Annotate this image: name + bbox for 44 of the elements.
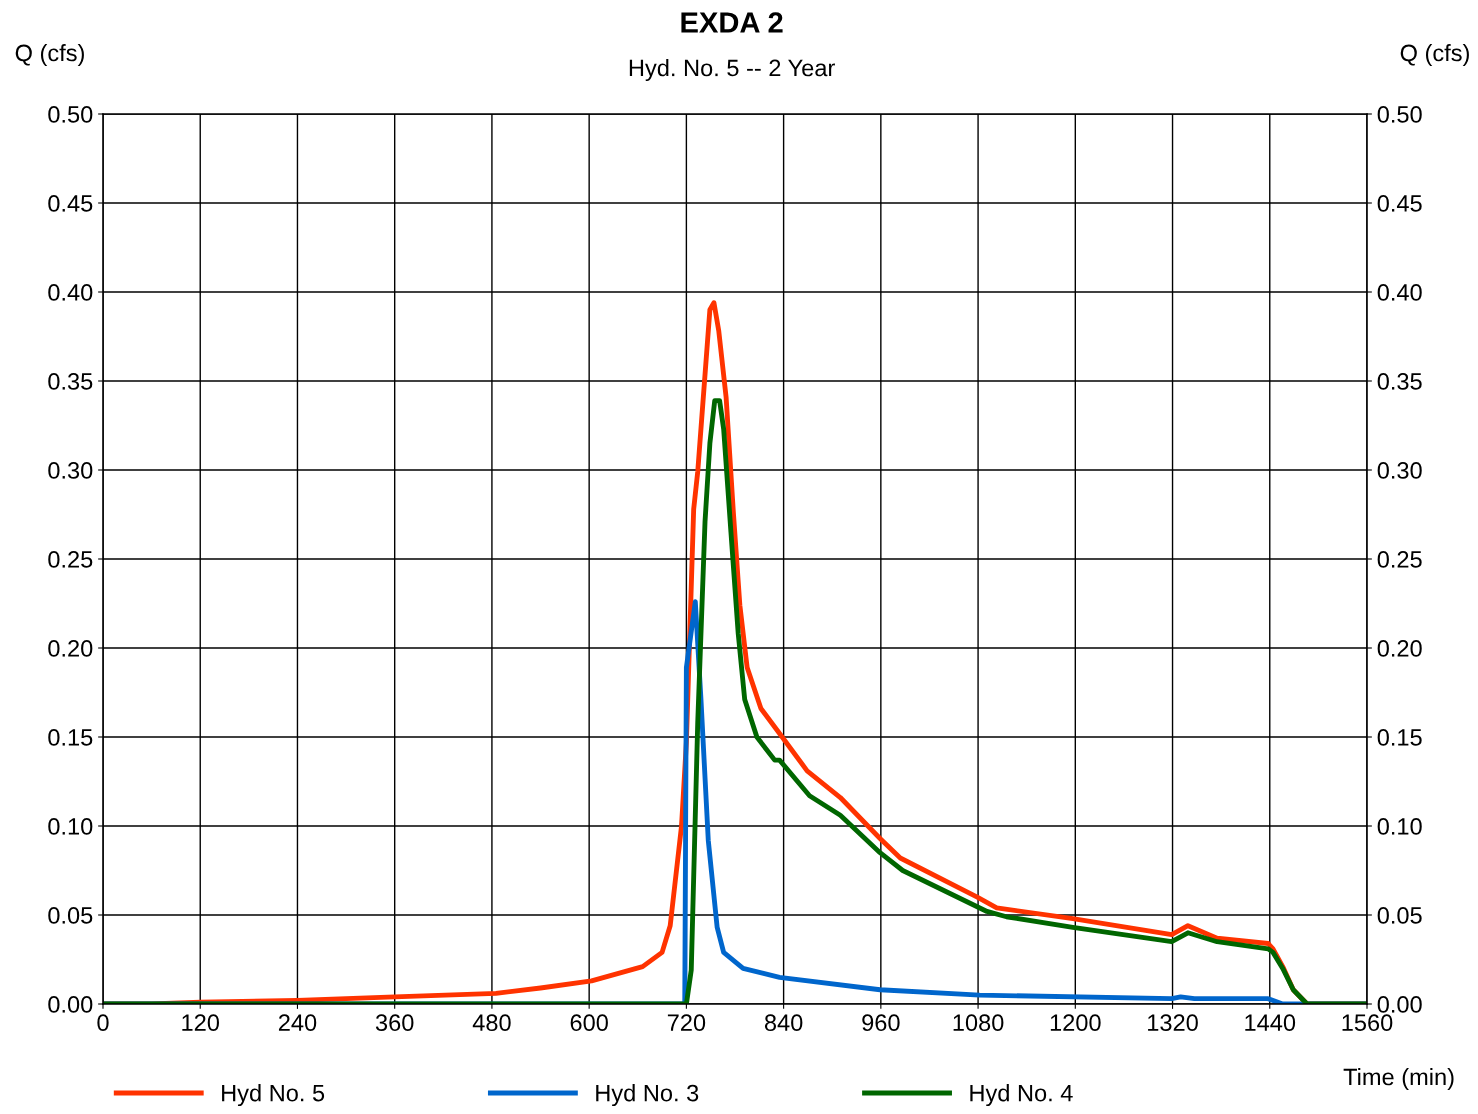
y2-tick-label: 0.30 [1377,462,1422,479]
y-tick-label: 0.40 [48,284,93,301]
y2-tick-label: 0.50 [1377,106,1422,123]
y-tick-label: 0.25 [48,551,93,568]
legend-label: Hyd No. 5 [222,1084,325,1107]
x-tick-label: 120 [182,1014,220,1032]
y2-tick-label: 0.05 [1377,907,1422,924]
y-tick-label: 0.45 [48,195,93,212]
y2-tick-label: 0.40 [1377,284,1422,301]
x-tick-label: 480 [472,1014,511,1032]
x-tick-label: 1560 [1342,1014,1393,1032]
y-tick-label: 0.20 [48,640,93,657]
legend-label: Hyd No. 4 [970,1084,1073,1107]
y2-tick-label: 0.10 [1377,818,1422,835]
y-tick-label: 0.35 [48,373,93,390]
y2-tick-label: 0.45 [1377,195,1422,212]
chart-title: EXDA 2 [681,12,783,33]
y2-tick-label: 0.20 [1377,640,1422,657]
chart-subtitle: Hyd. No. 5 -- 2 Year [629,59,835,81]
y-tick-label: 0.15 [48,729,93,746]
x-tick-label: 600 [570,1014,608,1032]
y2-tick-label: 0.25 [1377,551,1422,568]
y-tick-label: 0.50 [48,106,93,123]
x-tick-label: 1200 [1050,1014,1101,1032]
x-tick-label: 1320 [1148,1014,1198,1032]
x-tick-label: 960 [862,1014,900,1032]
y2-tick-label: 0.15 [1377,729,1422,746]
y2-tick-label: 0.00 [1377,996,1422,1013]
x-tick-label: 1080 [953,1014,1004,1032]
x-tick-label: 240 [278,1014,317,1032]
y2-axis-title: Q (cfs) [1400,44,1469,66]
x-tick-label: 720 [667,1014,706,1032]
y2-tick-label: 0.35 [1377,373,1422,390]
y-tick-label: 0.00 [48,996,93,1013]
y-tick-label: 0.05 [48,907,93,924]
y-tick-label: 0.10 [48,818,93,835]
y-tick-label: 0.30 [48,462,93,479]
x-tick-label: 1440 [1245,1014,1296,1032]
x-axis-title: Time (min) [1343,1067,1454,1090]
x-tick-label: 840 [764,1014,803,1032]
legend-label: Hyd No. 3 [596,1084,699,1107]
y-axis-title: Q (cfs) [15,44,84,66]
x-tick-label: 0 [97,1014,109,1032]
x-tick-label: 360 [375,1014,414,1032]
